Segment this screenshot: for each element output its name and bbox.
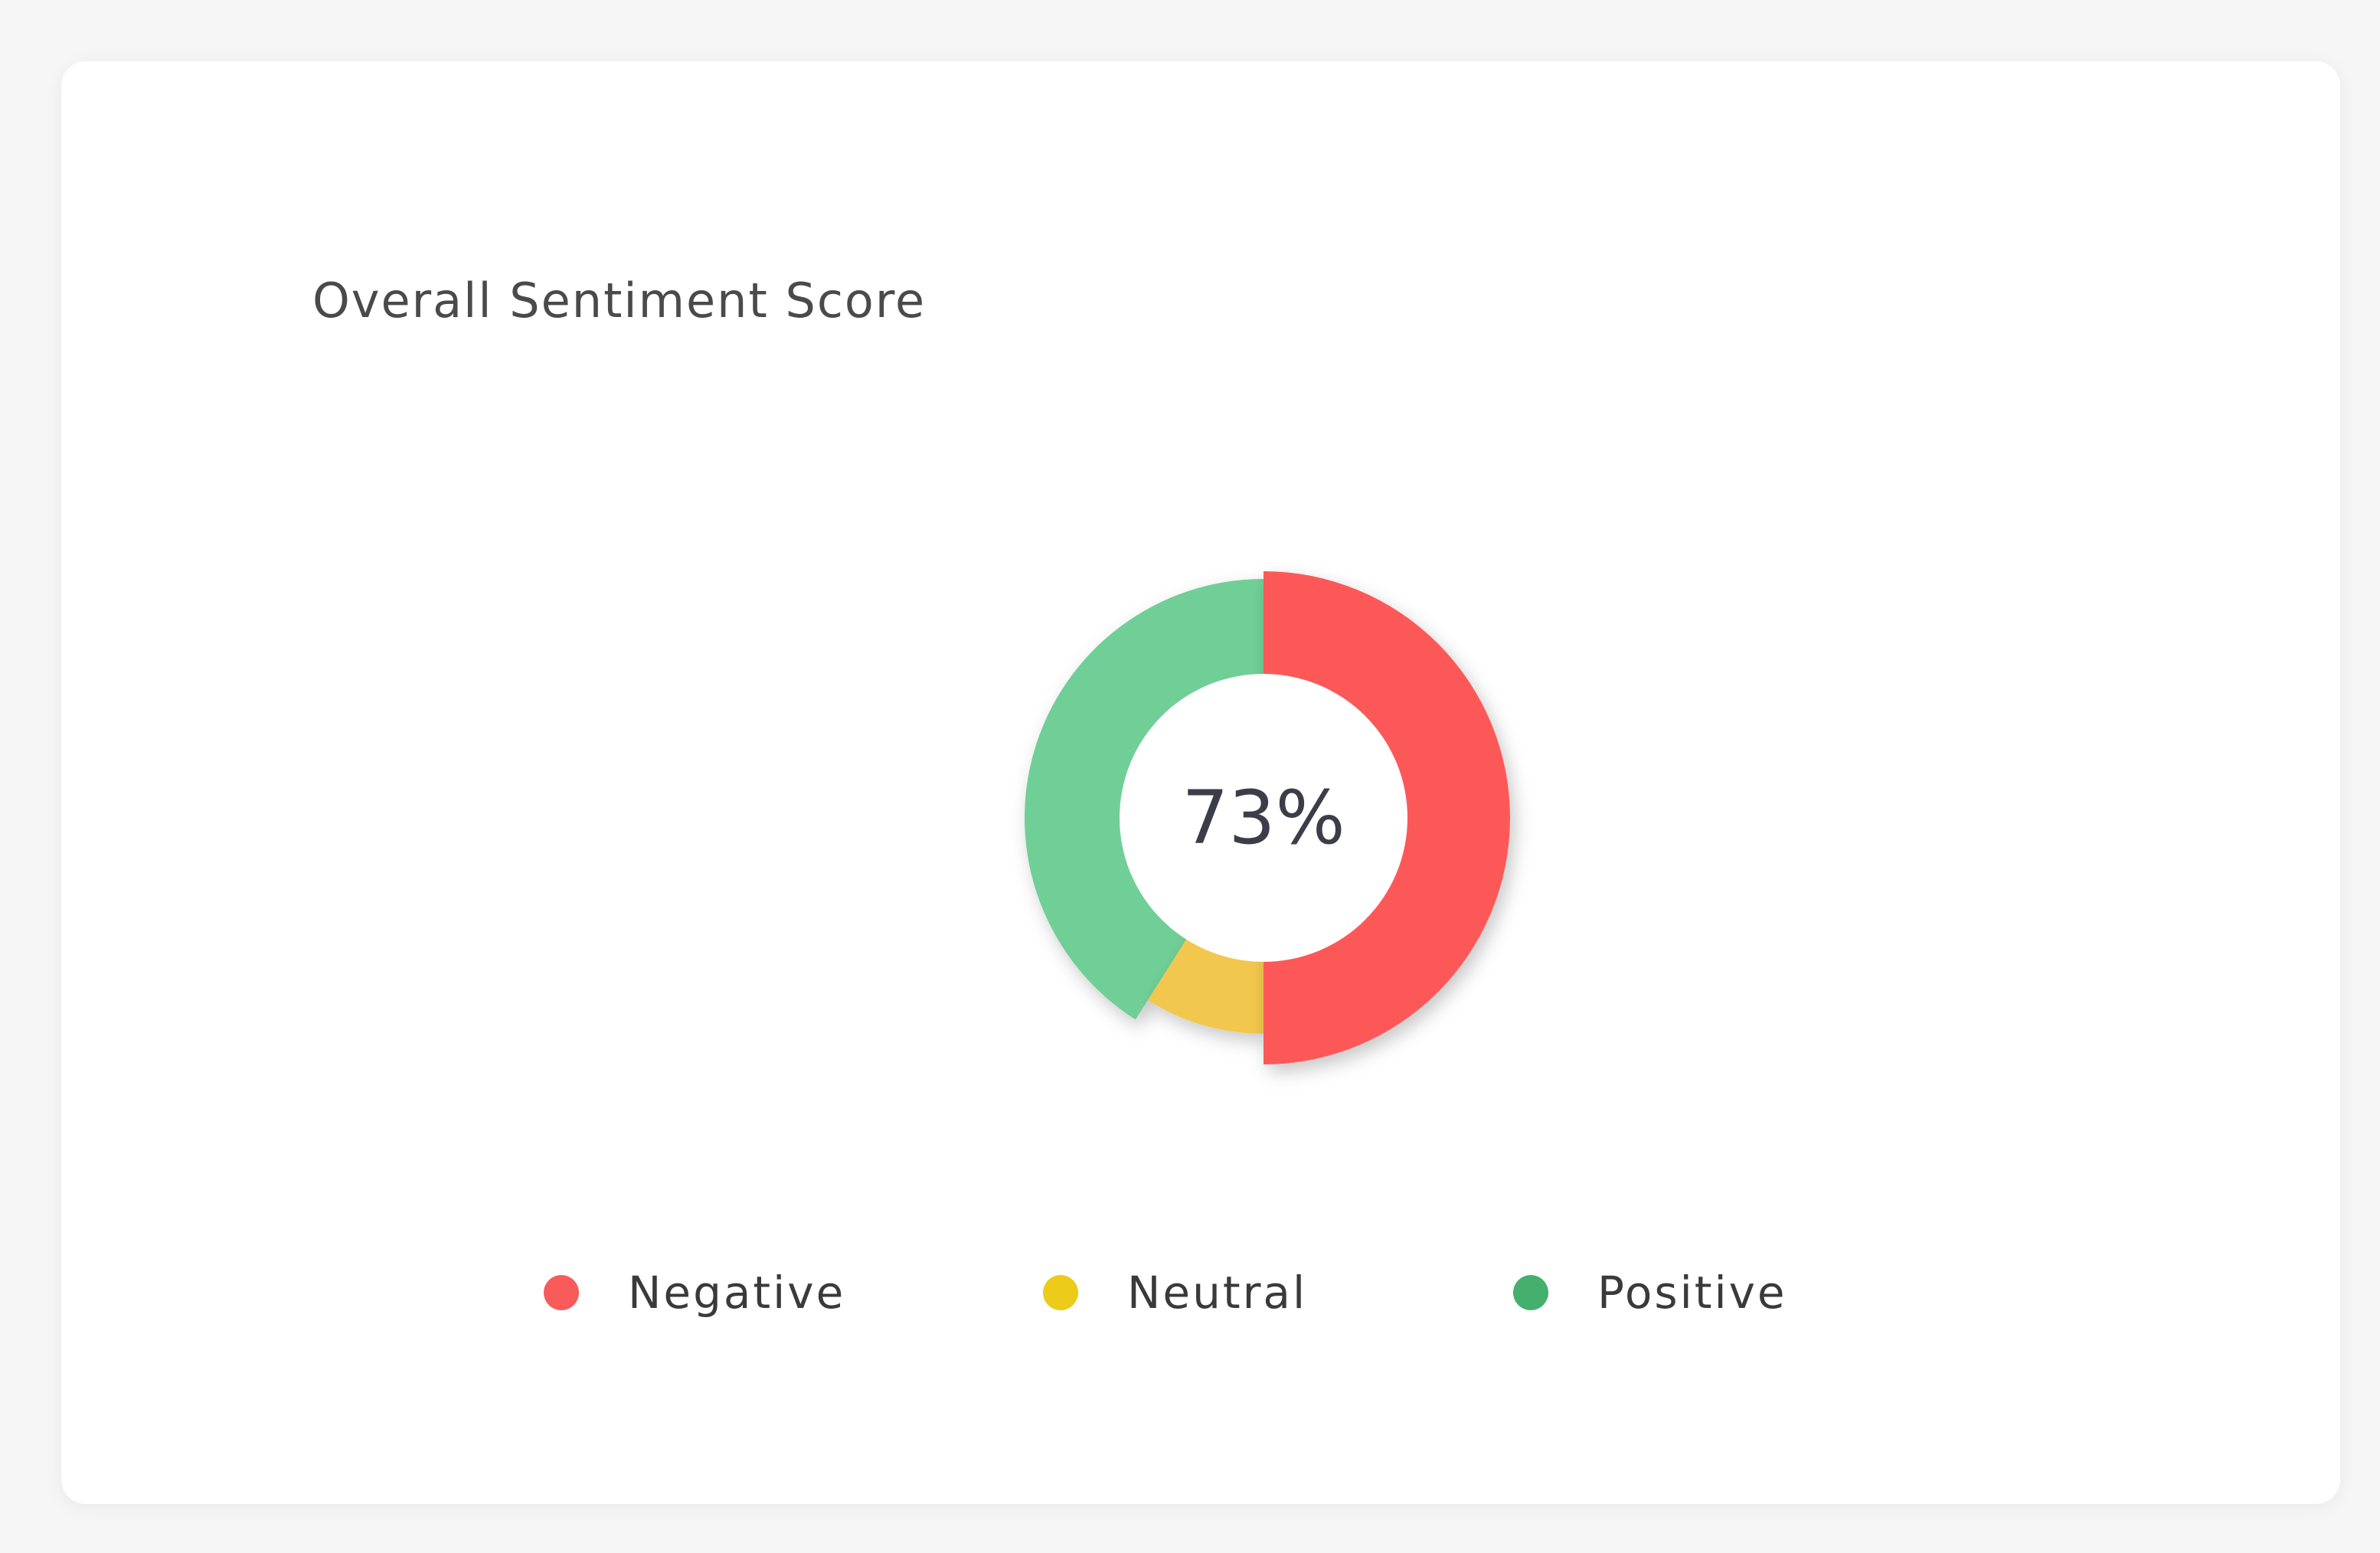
donut-chart: 73% [1025, 571, 1510, 1064]
sentiment-card: Overall Sentiment Score 73% Negative Neu… [61, 61, 2340, 1504]
chart-legend: Negative Neutral Positive [61, 1262, 2340, 1323]
card-title: Overall Sentiment Score [312, 273, 927, 329]
neutral-dot-icon [1043, 1275, 1078, 1310]
center-score-label: 73% [1182, 775, 1345, 861]
legend-label-positive: Positive [1597, 1267, 1787, 1319]
legend-item-neutral[interactable]: Neutral [1043, 1262, 1307, 1323]
legend-item-positive[interactable]: Positive [1513, 1262, 1787, 1323]
legend-label-neutral: Neutral [1127, 1267, 1308, 1319]
donut-hole [1120, 674, 1407, 962]
positive-dot-icon [1513, 1275, 1548, 1310]
legend-label-negative: Negative [628, 1267, 846, 1319]
negative-dot-icon [544, 1275, 579, 1310]
legend-item-negative[interactable]: Negative [544, 1262, 845, 1323]
